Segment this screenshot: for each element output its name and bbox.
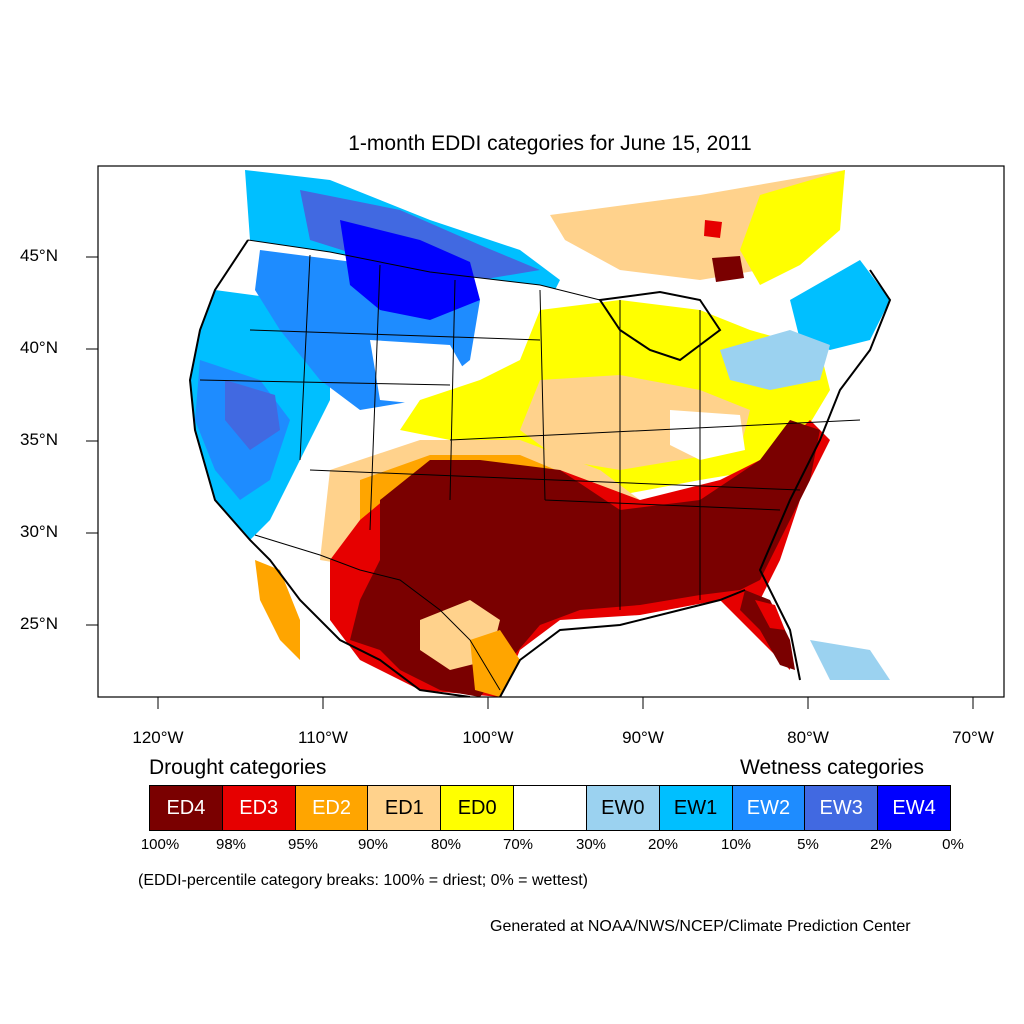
legend-label-ew0: EW0 xyxy=(601,796,645,819)
new-england-ew1-region xyxy=(790,260,890,350)
eddi-map xyxy=(86,165,1005,709)
lon-label-80w: 80°W xyxy=(787,728,829,747)
lon-ticks xyxy=(157,697,974,709)
lat-label-35: 35°N xyxy=(20,430,58,449)
nevada-ew3-region xyxy=(225,380,280,450)
legend-swatch-normal xyxy=(514,786,587,830)
lat-label-25: 25°N xyxy=(20,614,58,633)
legend-swatch-ew2: EW2 xyxy=(732,786,806,830)
lon-label-120w: 120°W xyxy=(132,728,184,747)
lat-ticks xyxy=(86,256,98,626)
florida-ed4-region xyxy=(740,590,795,670)
category-breaks-note: (EDDI-percentile category breaks: 100% =… xyxy=(138,872,588,889)
legend-swatch-ew4: EW4 xyxy=(878,786,950,830)
ontario-ed4-spot xyxy=(712,256,744,282)
us-canada-border xyxy=(247,239,601,301)
lon-label-70w: 70°W xyxy=(952,728,994,747)
drought-categories-heading: Drought categories xyxy=(149,756,327,779)
ontario-ed0-region xyxy=(740,170,845,285)
mexico-ed2-region xyxy=(470,630,520,697)
ontario-ed3-spot xyxy=(704,220,722,238)
break-label: 30% xyxy=(575,836,607,853)
legend-swatch-ed0: ED0 xyxy=(441,786,515,830)
map-title: 1-month EDDI categories for June 15, 201… xyxy=(348,132,752,155)
gulf-islands-ew1-region xyxy=(810,640,890,680)
legend-label-ed1: ED1 xyxy=(384,796,424,819)
break-label: 80% xyxy=(430,836,462,853)
state-lines xyxy=(199,254,861,610)
break-label: 20% xyxy=(647,836,679,853)
legend-label-ew3: EW3 xyxy=(819,796,863,819)
break-label: 95% xyxy=(287,836,319,853)
lat-label-40: 40°N xyxy=(20,338,58,357)
break-label: 90% xyxy=(357,836,389,853)
wetness-categories-heading: Wetness categories xyxy=(740,756,925,779)
lat-label-45: 45°N xyxy=(20,246,58,265)
legend-swatch-ed1: ED1 xyxy=(368,786,442,830)
lon-label-90w: 90°W xyxy=(622,728,664,747)
credit-line: Generated at NOAA/NWS/NCEP/Climate Predi… xyxy=(490,918,911,935)
montana-ew4-region xyxy=(340,220,480,320)
legend-break-labels: 100% 98% 95% 90% 80% 70% 30% 20% 10% 5% … xyxy=(0,836,1024,856)
break-label: 10% xyxy=(720,836,752,853)
legend-label-ed3: ED3 xyxy=(239,796,279,819)
legend-label-ew2: EW2 xyxy=(746,796,791,819)
break-label: 70% xyxy=(502,836,534,853)
legend-label-ed4: ED4 xyxy=(166,796,206,819)
wyoming-white-region xyxy=(370,340,470,405)
legend-swatch-ed4: ED4 xyxy=(150,786,223,830)
legend-label-ed2: ED2 xyxy=(312,796,351,819)
legend-swatch-ew1: EW1 xyxy=(659,786,733,830)
lat-label-30: 30°N xyxy=(20,522,58,541)
legend-swatch-ew3: EW3 xyxy=(805,786,879,830)
break-label: 2% xyxy=(870,836,892,853)
ohio-white-region xyxy=(670,410,745,460)
legend-swatch-ew0: EW0 xyxy=(586,786,660,830)
canada-west-ew3-region xyxy=(300,190,540,280)
lon-label-110w: 110°W xyxy=(298,728,348,747)
legend-swatch-ed2: ED2 xyxy=(295,786,369,830)
gulf-coastline xyxy=(499,589,746,697)
baja-ed2-region xyxy=(255,560,300,660)
break-label: 5% xyxy=(797,836,819,853)
map-frame xyxy=(97,165,1005,698)
florida-ed3-region xyxy=(755,600,785,630)
coastline-east xyxy=(758,269,892,681)
great-lakes-ew0-region xyxy=(720,330,830,390)
lon-label-100w: 100°W xyxy=(462,728,514,747)
us-mexico-border xyxy=(254,534,501,691)
coastline xyxy=(188,239,471,697)
legend-colorbar: ED4 ED3 ED2 ED1 ED0 EW0 EW1 EW2 EW3 EW4 xyxy=(149,785,951,831)
legend-swatch-ed3: ED3 xyxy=(222,786,296,830)
break-label: 100% xyxy=(140,836,180,853)
legend-label-ew1: EW1 xyxy=(673,796,718,819)
legend-label-ew4: EW4 xyxy=(892,796,936,819)
break-label: 98% xyxy=(215,836,247,853)
legend-label-ed0: ED0 xyxy=(457,796,497,819)
break-label: 0% xyxy=(942,836,964,853)
